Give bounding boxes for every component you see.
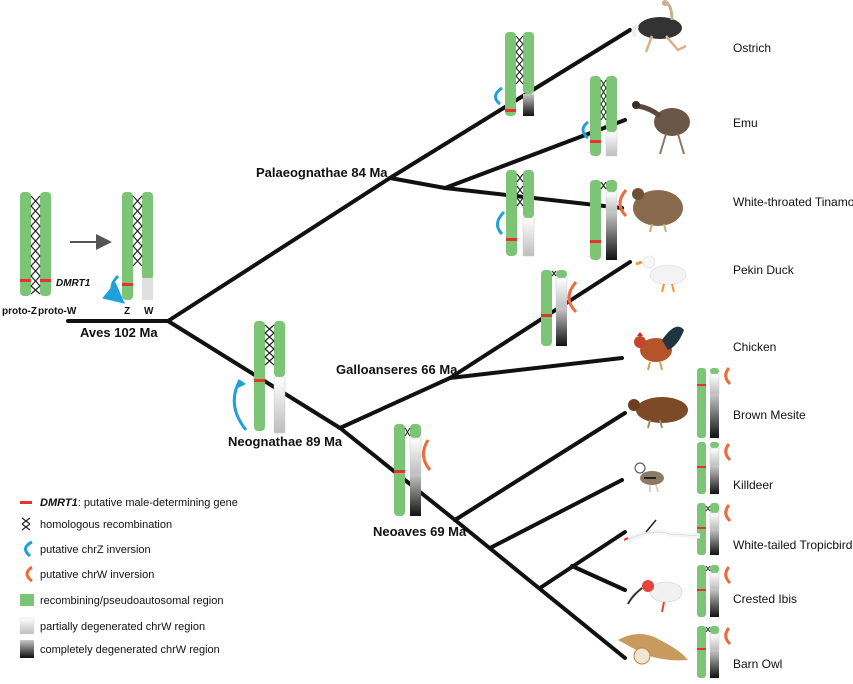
killdeer-illustration [634,462,664,493]
species-label-ibis: Crested Ibis [733,592,797,606]
legend-z-inversion: putative chrZ inversion [40,544,151,556]
legend-item-partial: partially degenerated chrW region [19,617,205,635]
recombination-icon [21,517,31,531]
tropicbird-zw [697,503,732,555]
legend-recombination: homologous recombination [40,519,172,531]
duck-illustration [635,255,687,293]
node-label-neognathae: Neognathae 89 Ma [228,434,343,449]
node-label-palaeognathae: Palaeognathae 84 Ma [256,165,388,180]
tinamou-illustration [632,188,683,233]
tinamou-branch-zw [496,170,535,257]
species-label-owl: Barn Owl [733,657,782,671]
legend-item-w-inversion: putative chrW inversion [25,565,154,583]
dmrt1-label: DMRT1 [56,278,91,289]
z-label: Z [124,306,130,317]
species-label-duck: Pekin Duck [733,263,795,277]
legend-dmrt1-desc: : putative male-determining gene [78,497,238,509]
node-label-neoaves: Neoaves 69 Ma [373,524,467,539]
mesite-zw [697,367,732,438]
species-label-killdeer: Killdeer [733,478,773,492]
legend-item-z-inversion: putative chrZ inversion [24,540,151,558]
owl-zw [697,626,732,678]
ostrich-illustration [631,0,687,53]
mesite-illustration [628,397,688,429]
partial-swatch [19,617,35,635]
species-labels: Ostrich Emu White-throated Tinamou Pekin… [733,41,853,671]
tree-branches [66,28,632,660]
svg-text:DMRT1: putative male-determini: DMRT1: putative male-determining gene [40,497,238,509]
chicken-illustration [634,326,684,371]
ibis-illustration [627,580,683,613]
branch-tropic-ibis-base [538,530,627,590]
branch-palaeognathae [166,176,392,323]
node-label-galloanseres: Galloanseres 66 Ma [336,362,458,377]
species-label-tropicbird: White-tailed Tropicbird [733,538,852,552]
species-label-chicken: Chicken [733,340,776,354]
emu-illustration [632,101,690,155]
legend-item-complete: completely degenerated chrW region [20,640,220,658]
legend-item-recombining: recombining/pseudoautosomal region [20,594,223,607]
proto-w-label: proto-W [38,306,77,317]
branch-duck [448,260,632,380]
dmrt1-swatch [20,501,32,504]
emu-zw [581,76,618,157]
legend-w-inversion: putative chrW inversion [40,569,154,581]
blue-inversion-icon [24,540,33,558]
orange-inversion-icon [25,565,33,583]
neognathae-zw [232,321,286,434]
neoaves-zw [394,424,432,516]
green-swatch [20,594,34,606]
complete-swatch [20,640,34,658]
proto-chromosomes [20,192,51,296]
tropicbird-illustration [623,519,701,543]
ibis-zw [697,565,732,617]
node-label-aves: Aves 102 Ma [80,325,158,340]
branch-ratite [388,176,447,190]
killdeer-zw [697,442,732,494]
branch-mesite [453,411,627,522]
species-label-ostrich: Ostrich [733,41,771,55]
ancestral-zw [102,192,153,304]
proto-z-label: proto-Z [2,306,37,317]
branch-ibis-split [570,564,627,592]
branch-killdeer [488,478,624,550]
species-label-mesite: Brown Mesite [733,408,806,422]
species-label-emu: Emu [733,116,758,130]
ostrich-zw [494,32,534,116]
legend-complete: completely degenerated chrW region [40,644,220,656]
legend-item-dmrt1: DMRT1: putative male-determining gene [20,497,238,509]
branch-chicken [448,356,624,380]
legend-partial: partially degenerated chrW region [40,621,205,633]
duck-zw [541,270,578,346]
legend-dmrt1-name: DMRT1 [40,497,78,509]
branch-galloanseres [338,376,452,430]
tinamou-zw [590,180,628,260]
legend-recombining: recombining/pseudoautosomal region [40,595,223,607]
species-label-tinamou: White-throated Tinamou [733,195,853,209]
legend-item-recombination: homologous recombination [21,517,172,531]
legend: DMRT1: putative male-determining gene ho… [19,497,238,658]
owl-illustration [618,634,688,665]
w-label: W [144,306,154,317]
